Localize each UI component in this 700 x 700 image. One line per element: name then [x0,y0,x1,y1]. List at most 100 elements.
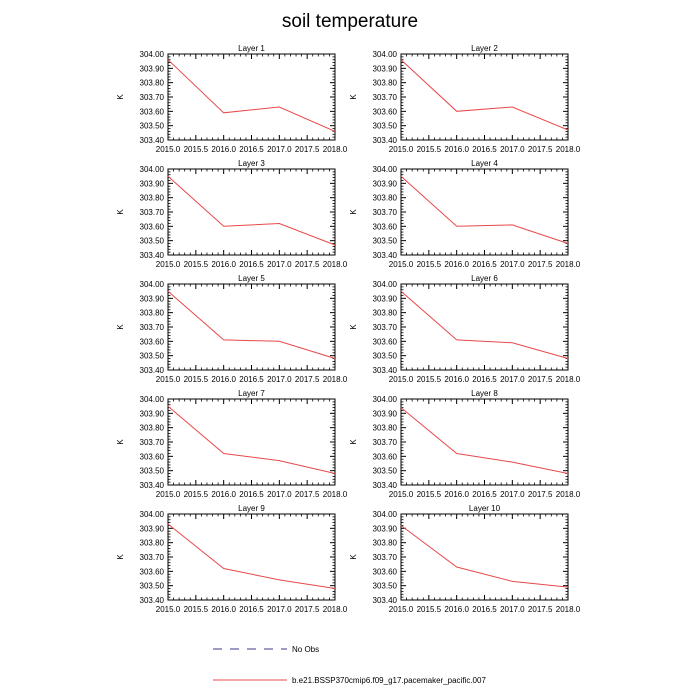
plot-frame [167,398,336,486]
y-tick-label: 303.60 [373,567,398,576]
series-line-1 [400,290,569,359]
y-tick-label: 304.00 [373,510,398,519]
legend-label-no-obs: No Obs [292,645,319,654]
x-tick-label: 2015.5 [417,145,442,154]
y-tick-label: 303.60 [373,337,398,346]
y-tick-label: 303.50 [140,237,165,246]
panel-layer-2: 303.40 303.50 303.60 303.70 303.80 303.90 304.… [349,44,581,154]
plot-frame [400,53,569,141]
y-tick-label: 303.70 [140,553,165,562]
x-tick-label: 2017.0 [500,260,525,269]
panel-title: Layer 1 [238,44,265,53]
plot-frame [400,398,569,486]
x-tick-label: 2015.5 [417,260,442,269]
y-tick-label: 303.40 [373,136,398,145]
y-tick-label: 303.90 [373,524,398,533]
x-tick-label: 2017.0 [267,145,292,154]
panel-title: Layer 9 [238,504,265,513]
figure-title: soil temperature [282,11,418,32]
series-line-1 [167,59,336,132]
x-tick-label: 2018.0 [556,145,581,154]
legend-label-model: b.e21.BSSP370cmip6.f09_g17.pacemaker_pac… [292,676,486,685]
plot-frame [167,53,336,141]
x-tick-label: 2015.0 [156,260,181,269]
y-tick-label: 303.50 [140,467,165,476]
y-tick-label: 303.50 [373,237,398,246]
x-tick-label: 2016.0 [444,375,469,384]
x-tick-label: 2017.0 [500,145,525,154]
x-tick-label: 2016.5 [472,260,497,269]
x-tick-label: 2016.5 [239,375,264,384]
x-tick-label: 2018.0 [323,490,348,499]
x-tick-label: 2016.5 [239,260,264,269]
y-tick-label: 303.90 [373,294,398,303]
panel-title: Layer 7 [238,389,265,398]
x-tick-label: 2015.0 [156,605,181,614]
x-tick-label: 2015.5 [184,145,209,154]
x-tick-label: 2015.0 [156,375,181,384]
x-tick-label: 2015.0 [389,605,414,614]
y-axis-label: K [349,324,358,330]
x-tick-label: 2017.0 [267,605,292,614]
y-tick-label: 303.80 [373,79,398,88]
y-tick-label: 303.80 [373,539,398,548]
y-tick-label: 303.90 [373,409,398,418]
x-tick-label: 2017.5 [528,375,553,384]
x-tick-label: 2016.0 [211,375,236,384]
panel-title: Layer 5 [238,274,265,283]
x-tick-label: 2015.5 [417,490,442,499]
plot-frame [400,283,569,371]
y-tick-label: 304.00 [140,510,165,519]
y-tick-label: 303.50 [373,582,398,591]
x-tick-label: 2017.5 [528,260,553,269]
x-tick-label: 2017.5 [528,490,553,499]
x-tick-label: 2017.5 [295,145,320,154]
x-tick-label: 2016.0 [211,260,236,269]
x-tick-label: 2015.5 [417,375,442,384]
x-tick-label: 2017.0 [500,375,525,384]
panel-title: Layer 6 [471,274,498,283]
x-tick-label: 2018.0 [556,375,581,384]
panel-title: Layer 4 [471,159,498,168]
y-tick-label: 304.00 [373,165,398,174]
series-line-1 [400,407,569,474]
x-tick-label: 2018.0 [556,605,581,614]
x-tick-label: 2015.0 [389,145,414,154]
x-tick-label: 2017.0 [267,260,292,269]
y-tick-label: 303.80 [140,79,165,88]
y-tick-label: 303.90 [140,294,165,303]
panel-layer-3: 303.40 303.50 303.60 303.70 303.80 303.90 304.… [116,159,348,269]
y-tick-label: 304.00 [140,165,165,174]
panel-layer-8: 303.40 303.50 303.60 303.70 303.80 303.90 304.… [349,389,581,499]
y-tick-label: 303.40 [140,366,165,375]
y-tick-label: 303.50 [373,352,398,361]
plot-frame [167,513,336,601]
x-tick-label: 2016.0 [211,145,236,154]
y-tick-label: 303.60 [140,567,165,576]
x-tick-label: 2018.0 [556,260,581,269]
y-tick-label: 303.90 [140,409,165,418]
y-tick-label: 303.80 [140,309,165,318]
x-tick-label: 2017.0 [267,490,292,499]
panel-title: Layer 3 [238,159,265,168]
x-tick-label: 2017.5 [295,490,320,499]
x-tick-label: 2016.5 [239,145,264,154]
y-axis-label: K [349,439,358,445]
series-line-1 [400,175,569,244]
y-tick-label: 303.90 [140,179,165,188]
x-tick-label: 2015.0 [156,490,181,499]
x-tick-label: 2017.5 [295,605,320,614]
y-tick-label: 303.50 [373,467,398,476]
x-tick-label: 2017.5 [528,145,553,154]
y-axis-label: K [116,94,125,100]
y-tick-label: 303.80 [373,424,398,433]
y-tick-label: 303.60 [373,107,398,116]
x-tick-label: 2015.5 [184,490,209,499]
panel-title: Layer 8 [471,389,498,398]
y-tick-label: 303.90 [140,64,165,73]
x-tick-label: 2016.5 [472,145,497,154]
x-tick-label: 2016.0 [211,605,236,614]
panel-grid: 303.40 303.50 303.60 303.70 303.80 303.90 304.… [116,44,581,614]
x-tick-label: 2018.0 [323,605,348,614]
panel-layer-6: 303.40 303.50 303.60 303.70 303.80 303.90 304.… [349,274,581,384]
